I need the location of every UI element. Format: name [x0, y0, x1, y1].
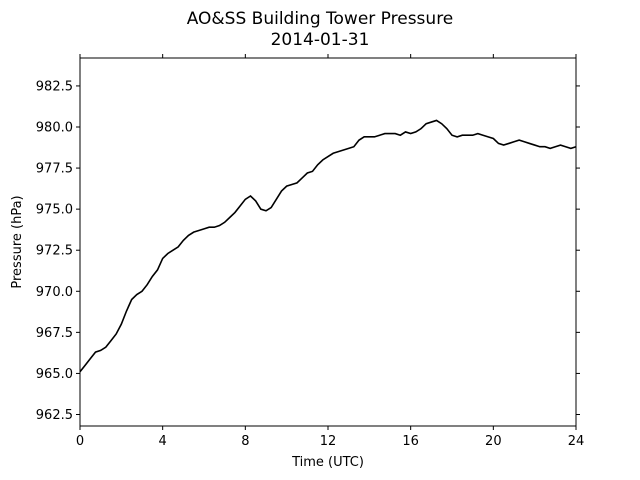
x-tick-label: 0 — [76, 434, 84, 449]
y-tick-label: 980.0 — [36, 121, 73, 136]
y-tick-label: 982.5 — [36, 79, 73, 94]
y-axis-ticks: 962.5 965.0 967.5 970.0 972.5 975.0 977.5 980.0… — [36, 79, 580, 423]
x-tick-label: 20 — [485, 434, 502, 449]
y-tick-label: 962.5 — [36, 408, 73, 423]
chart-subtitle: 2014-01-31 — [271, 30, 370, 50]
x-tick-label: 16 — [402, 434, 419, 449]
x-tick-label: 24 — [568, 434, 585, 449]
y-tick-label: 970.0 — [36, 285, 73, 300]
plot-frame — [79, 57, 577, 427]
y-tick-label: 965.0 — [36, 367, 73, 382]
x-axis-ticks: 0 4 8 12 16 20 24 — [76, 54, 584, 449]
plot-area — [80, 58, 576, 426]
y-tick-label: 977.5 — [36, 162, 73, 177]
chart-title: AO&SS Building Tower Pressure — [187, 9, 454, 29]
x-axis-label: Time (UTC) — [291, 455, 364, 470]
x-tick-label: 8 — [241, 434, 249, 449]
y-axis-label: Pressure (hPa) — [10, 195, 25, 288]
y-tick-label: 972.5 — [36, 244, 73, 259]
x-tick-label: 4 — [159, 434, 167, 449]
x-tick-label: 12 — [320, 434, 337, 449]
y-tick-label: 975.0 — [36, 203, 73, 218]
y-tick-label: 967.5 — [36, 326, 73, 341]
pressure-series-line — [79, 119, 577, 373]
